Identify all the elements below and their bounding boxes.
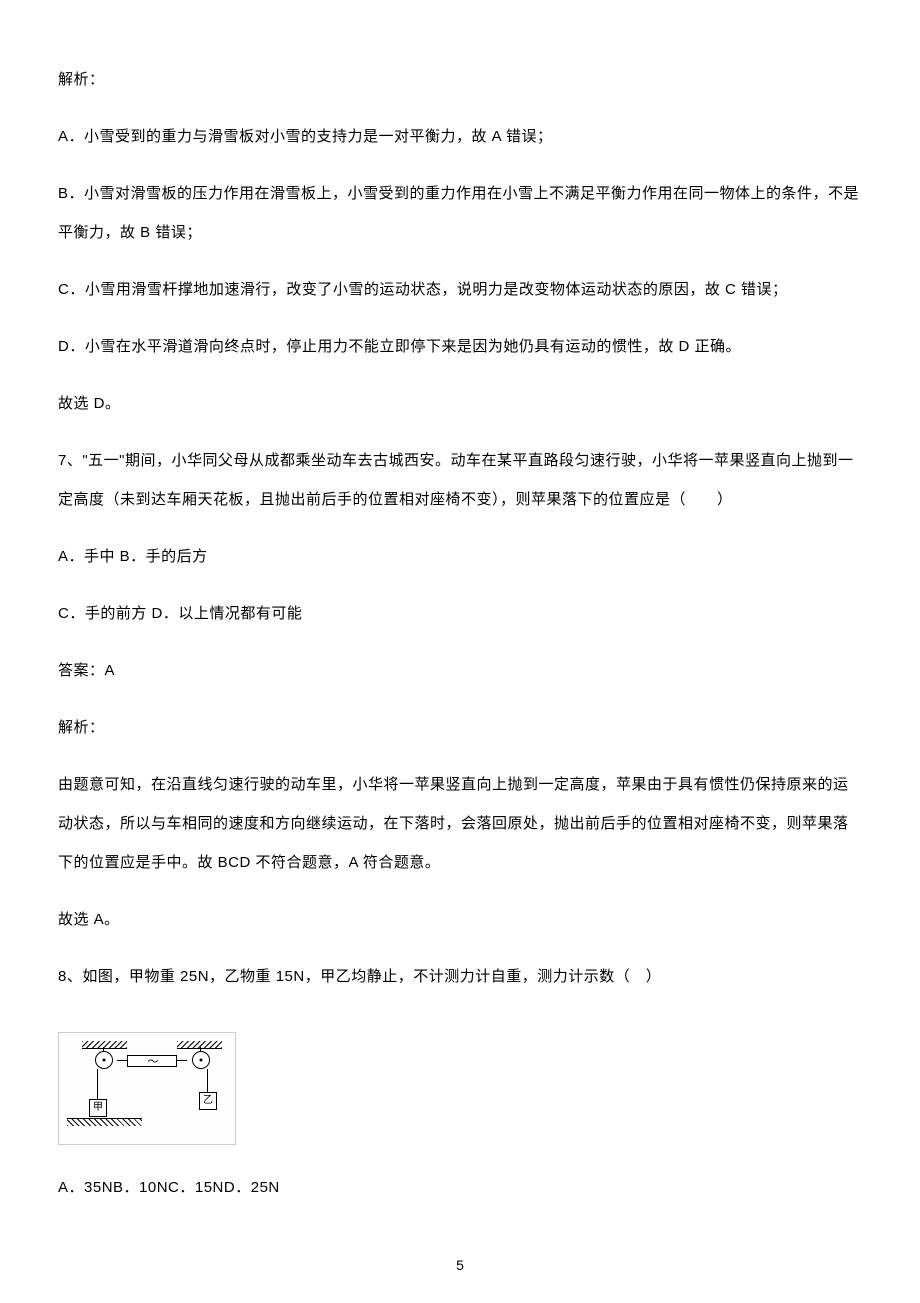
box-yi: 乙 [199,1092,217,1110]
floor-hatch [67,1118,142,1126]
question-8: 8、如图，甲物重 25N，乙物重 15N，甲乙均静止，不计测力计自重，测力计示数… [58,957,862,996]
q7-option-ab: A．手中 B．手的后方 [58,537,862,576]
option-b-text: B．小雪对滑雪板的压力作用在滑雪板上，小雪受到的重力作用在小雪上不满足平衡力作用… [58,174,862,252]
q7-answer: 答案：A [58,651,862,690]
option-a-text: A．小雪受到的重力与滑雪板对小雪的支持力是一对平衡力，故 A 错误； [58,117,862,156]
q7-analysis-text: 由题意可知，在沿直线匀速行驶的动车里，小华将一苹果竖直向上抛到一定高度，苹果由于… [58,765,862,882]
spring-scale [127,1055,177,1067]
physics-diagram: 甲 乙 [58,1032,236,1145]
pulley-right [192,1051,210,1069]
question-7: 7、"五一"期间，小华同父母从成都乘坐动车去古城西安。动车在某平直路段匀速行驶，… [58,441,862,519]
rope-left [97,1069,98,1101]
option-c-text: C．小雪用滑雪杆撑地加速滑行，改变了小雪的运动状态，说明力是改变物体运动状态的原… [58,270,862,309]
scale-connector-right [177,1060,187,1061]
q7-conclusion: 故选 A。 [58,900,862,939]
conclusion-6: 故选 D。 [58,384,862,423]
option-d-text: D．小雪在水平滑道滑向终点时，停止用力不能立即停下来是因为她仍具有运动的惯性，故… [58,327,862,366]
q8-options: A．35NB．10NC．15ND．25N [58,1168,862,1207]
box-jia: 甲 [89,1099,107,1117]
rope-right [207,1069,208,1094]
q7-option-cd: C．手的前方 D．以上情况都有可能 [58,594,862,633]
pulley-left [95,1051,113,1069]
q7-analysis-label: 解析： [58,708,862,747]
page-number: 5 [456,1257,464,1273]
ceiling-hatch-left [82,1041,127,1049]
scale-connector-left [117,1060,127,1061]
analysis-label: 解析： [58,60,862,99]
